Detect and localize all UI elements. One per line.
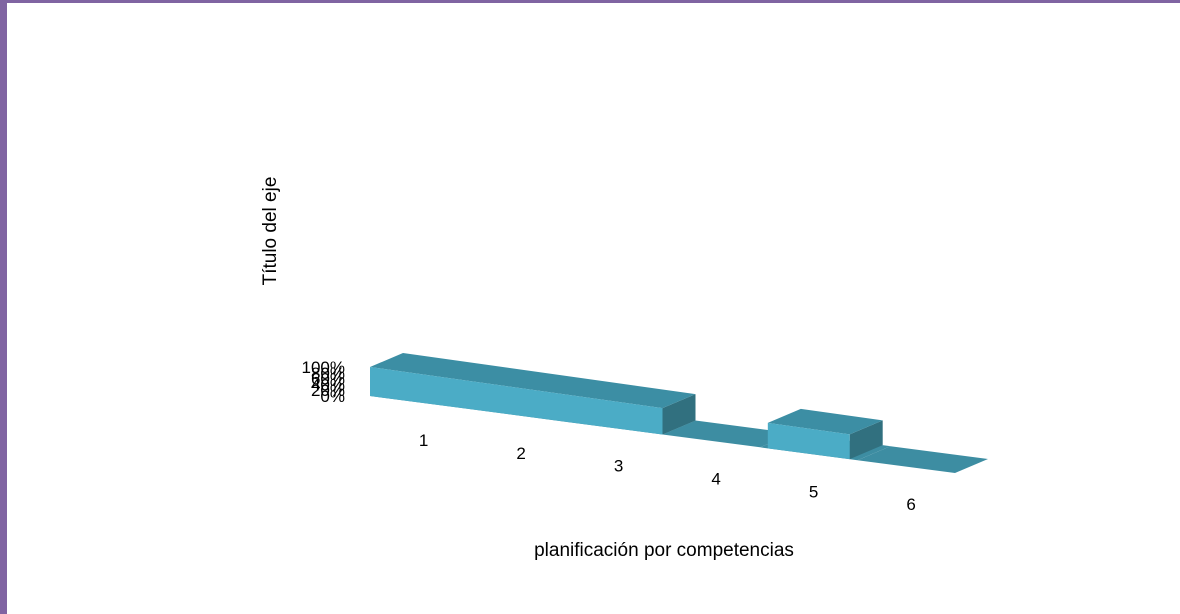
x-axis-ticks: 1 2 3 4 5 6 xyxy=(419,431,916,514)
y-tick-label: 60% xyxy=(311,370,345,389)
floor-segment xyxy=(662,420,793,448)
x-tick-label: 3 xyxy=(614,457,623,476)
bar-side xyxy=(849,420,883,460)
bar-top xyxy=(767,408,883,435)
y-tick-label: 40% xyxy=(311,375,345,394)
y-tick-label: 80% xyxy=(311,364,345,383)
bar-series xyxy=(370,353,883,460)
x-tick-label: 6 xyxy=(906,495,915,514)
y-axis-title: Título del eje xyxy=(260,177,281,286)
x-tick-label: 2 xyxy=(516,444,525,463)
x-axis-title: planificación por competencias xyxy=(534,540,794,561)
bar-top xyxy=(370,353,696,409)
bar-front xyxy=(370,367,663,435)
x-tick-label: 1 xyxy=(419,431,428,450)
bar xyxy=(767,408,883,460)
y-tick-label: 0% xyxy=(320,387,345,406)
x-tick-label: 4 xyxy=(711,470,720,489)
y-tick-label: 100% xyxy=(302,358,345,377)
bar xyxy=(370,353,696,435)
bar-side xyxy=(662,394,696,435)
y-tick-label: 20% xyxy=(311,381,345,400)
floor-segment xyxy=(857,446,988,473)
bar-front xyxy=(767,422,850,460)
y-axis-ticks: 0%20%40%60%80%100% xyxy=(302,358,345,406)
x-tick-label: 5 xyxy=(809,482,818,501)
